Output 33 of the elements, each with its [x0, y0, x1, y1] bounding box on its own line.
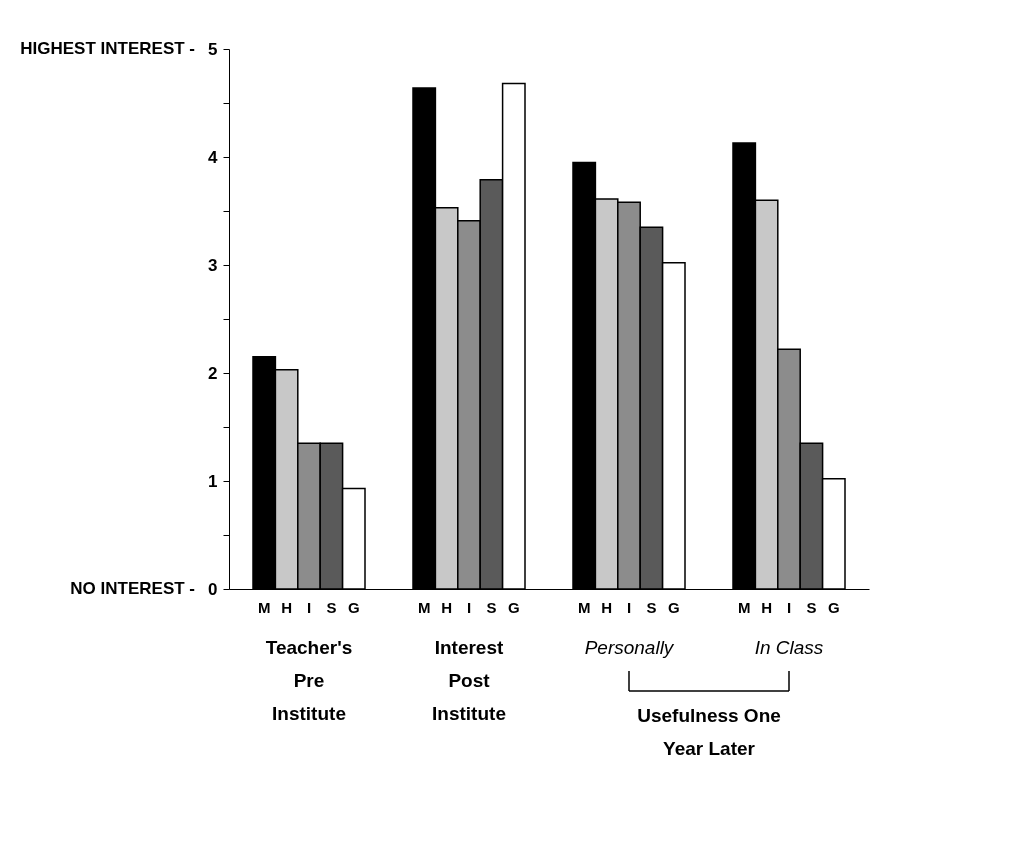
y-tick-label: 3: [208, 255, 218, 275]
text: G: [667, 599, 680, 616]
text: H: [761, 599, 773, 616]
text: M: [737, 599, 751, 616]
text: S: [486, 599, 497, 616]
y-tick-label: 0: [208, 579, 218, 599]
series-label: G: [347, 599, 360, 616]
text: Usefulness One Year Later: [637, 705, 781, 759]
x-tick-label: Interest Post Institute: [432, 637, 506, 724]
text: S: [646, 599, 657, 616]
text: M: [577, 599, 591, 616]
text: H: [441, 599, 453, 616]
text: I: [466, 599, 472, 616]
text: I: [786, 599, 792, 616]
series-label: H: [281, 599, 293, 616]
text: G: [507, 599, 520, 616]
text: S: [806, 599, 817, 616]
series-label: M: [257, 599, 271, 616]
x-tick-label: Personally: [584, 637, 675, 658]
text: H: [601, 599, 613, 616]
series-label: S: [326, 599, 337, 616]
y-tick-label: 1: [208, 471, 218, 491]
text: M: [417, 599, 431, 616]
x-tick-label: In Class: [754, 637, 824, 658]
y-tick-label: 4: [208, 147, 219, 167]
text: G: [827, 599, 840, 616]
y-tick-label: 2: [208, 363, 218, 383]
y-tick-label: 5: [208, 39, 218, 59]
text: NO INTEREST -: [70, 579, 195, 598]
series-label: I: [306, 599, 312, 616]
text: HIGHEST INTEREST -: [20, 39, 195, 58]
text: I: [626, 599, 632, 616]
x-tick-label: Teacher's Pre Institute: [265, 637, 353, 724]
